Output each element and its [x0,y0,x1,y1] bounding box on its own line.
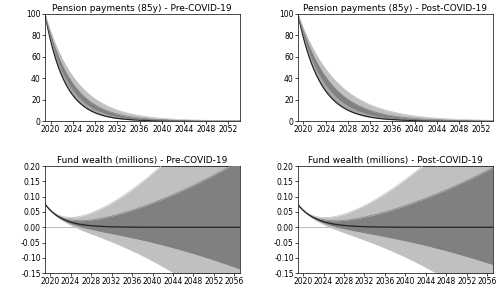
Title: Fund wealth (millions) - Pre-COVID-19: Fund wealth (millions) - Pre-COVID-19 [57,156,228,165]
Title: Pension payments (85y) - Post-COVID-19: Pension payments (85y) - Post-COVID-19 [303,4,487,13]
Title: Pension payments (85y) - Pre-COVID-19: Pension payments (85y) - Pre-COVID-19 [52,4,232,13]
Title: Fund wealth (millions) - Post-COVID-19: Fund wealth (millions) - Post-COVID-19 [308,156,482,165]
